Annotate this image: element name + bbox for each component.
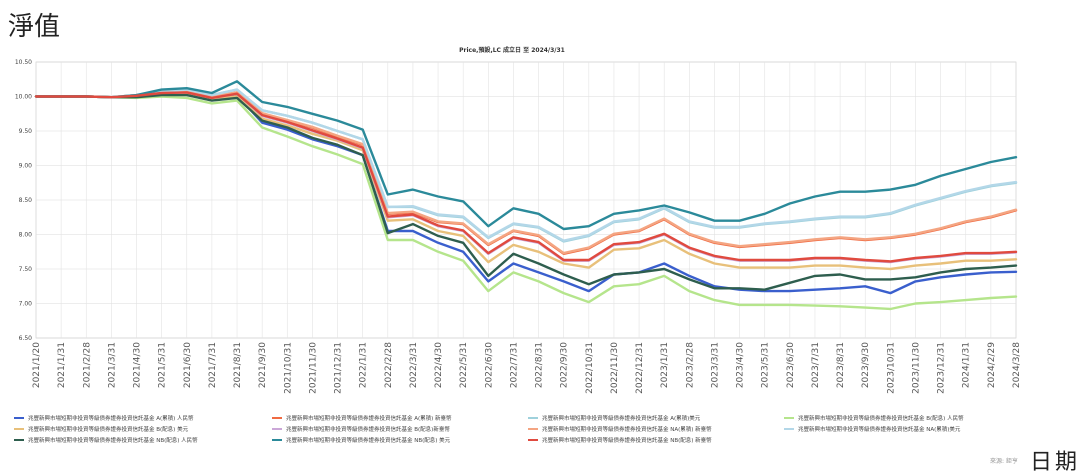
x-tick-label: 2022/11/30 <box>610 342 620 394</box>
x-axis-tick-labels: 2021/1/20 2021/1/31 2021/2/28 2021/3/31 2021… <box>32 342 1022 394</box>
legend-label: 兆豐新興市場短期非投資等級債券證券投資信託基金 A(累積) 人民幣 <box>28 414 194 422</box>
x-tick-label: 2023/5/31 <box>761 342 771 388</box>
x-tick-label: 2024/2/29 <box>987 342 997 388</box>
x-tick-label: 2021/1/31 <box>57 342 67 388</box>
x-tick-label: 2023/10/31 <box>886 342 896 394</box>
x-tick-label: 2021/6/30 <box>183 342 193 388</box>
x-tick-label: 2023/9/30 <box>861 342 871 388</box>
series-line <box>34 91 1018 263</box>
x-tick-label: 2022/9/30 <box>560 342 570 388</box>
series-line <box>34 80 1018 231</box>
series-line <box>34 91 1018 295</box>
legend-item: 兆豐新興市場短期非投資等級債券證券投資信託基金 NB(配息) 美元 <box>272 436 451 444</box>
x-tick-label: 2021/10/31 <box>283 342 293 394</box>
x-tick-label: 2024/1/31 <box>962 342 972 388</box>
x-tick-label: 2024/3/28 <box>1012 342 1022 388</box>
legend-label: 兆豐新興市場短期非投資等級債券證券投資信託基金 A(累積) 新臺幣 <box>286 414 452 422</box>
legend-label: 兆豐新興市場短期非投資等級債券證券投資信託基金 B(配息)新臺幣 <box>286 425 450 433</box>
x-tick-label: 2022/8/31 <box>535 342 545 388</box>
y-tick-label: 7.00 <box>19 301 33 308</box>
legend-item: 兆豐新興市場短期非投資等級債券證券投資信託基金 B(配息) 美元 <box>14 425 189 433</box>
x-tick-label: 2022/5/31 <box>459 342 469 388</box>
x-tick-label: 2022/1/31 <box>359 342 369 388</box>
series-line <box>34 95 1018 311</box>
x-tick-label: 2022/12/31 <box>635 342 645 394</box>
x-tick-label: 2023/11/30 <box>911 342 921 394</box>
x-tick-label: 2022/3/31 <box>409 342 419 388</box>
grid-lines <box>35 61 1017 339</box>
x-tick-label: 2023/7/31 <box>811 342 821 388</box>
y-tick-label: 8.50 <box>19 197 33 204</box>
legend-label: 兆豐新興市場短期非投資等級債券證券投資信託基金 NA(累積)美元 <box>798 425 961 433</box>
y-tick-label: 6.50 <box>19 335 33 342</box>
x-tick-label: 2021/4/30 <box>133 342 143 388</box>
x-tick-label: 2023/8/31 <box>836 342 846 388</box>
legend-label: 兆豐新興市場短期非投資等級債券證券投資信託基金 NB(配息) 新臺幣 <box>542 436 712 444</box>
x-tick-label: 2022/4/30 <box>434 342 444 388</box>
legend-item: 兆豐新興市場短期非投資等級債券證券投資信託基金 NA(累積)美元 <box>784 425 961 433</box>
y-tick-label: 7.50 <box>19 266 33 273</box>
x-tick-label: 2022/7/31 <box>509 342 519 388</box>
legend-label: 兆豐新興市場短期非投資等級債券證券投資信託基金 NA(累積) 新臺幣 <box>542 425 712 433</box>
legend-item: 兆豐新興市場短期非投資等級債券證券投資信託基金 NB(配息) 人民幣 <box>14 436 198 444</box>
x-tick-label: 2021/8/31 <box>233 342 243 388</box>
series-line <box>34 93 1018 291</box>
y-tick-label: 10.00 <box>15 94 32 101</box>
series-line <box>34 88 1018 242</box>
x-tick-label: 2022/2/28 <box>384 342 394 388</box>
y-tick-label: 8.00 <box>19 232 33 239</box>
x-tick-label: 2021/11/30 <box>308 342 318 394</box>
legend-label: 兆豐新興市場短期非投資等級債券證券投資信託基金 B(配息) 美元 <box>28 425 189 433</box>
x-tick-label: 2023/6/30 <box>786 342 796 388</box>
legend-item: 兆豐新興市場短期非投資等級債券證券投資信託基金 A(累積) 新臺幣 <box>272 414 452 422</box>
x-tick-label: 2021/9/30 <box>258 342 268 388</box>
legend-label: 兆豐新興市場短期非投資等級債券證券投資信託基金 NB(配息) 美元 <box>286 436 451 444</box>
x-tick-label: 2023/1/31 <box>660 342 670 388</box>
x-tick-label: 2023/2/28 <box>685 342 695 388</box>
x-tick-label: 2021/1/20 <box>32 342 42 388</box>
legend-item: 兆豐新興市場短期非投資等級債券證券投資信託基金 B(配息)新臺幣 <box>272 425 450 433</box>
legend-label: 兆豐新興市場短期非投資等級債券證券投資信託基金 NB(配息) 人民幣 <box>28 436 198 444</box>
legend: 兆豐新興市場短期非投資等級債券證券投資信託基金 A(累積) 人民幣 兆豐新興市場短… <box>14 414 964 444</box>
y-tick-label: 9.50 <box>19 128 33 135</box>
x-tick-label: 2023/12/31 <box>937 342 947 394</box>
x-tick-label: 2022/6/30 <box>484 342 494 388</box>
x-tick-label: 2021/5/31 <box>158 342 168 388</box>
series-line <box>34 92 1018 271</box>
source-note: 來源: 鉅亨 <box>990 458 1018 465</box>
x-tick-label: 2022/10/31 <box>585 342 595 394</box>
x-tick-label: 2023/4/30 <box>736 342 746 388</box>
legend-item: 兆豐新興市場短期非投資等級債券證券投資信託基金 A(累積) 人民幣 <box>14 414 194 422</box>
x-tick-label: 2023/3/31 <box>710 342 720 388</box>
y-axis-tick-labels: 6.50 7.00 7.50 8.00 8.50 9.00 9.50 10.00 10.50 <box>15 59 32 342</box>
x-tick-label: 2021/7/31 <box>208 342 218 388</box>
x-tick-label: 2021/2/28 <box>82 342 92 388</box>
series-line <box>34 89 1018 256</box>
legend-item: 兆豐新興市場短期非投資等級債券證券投資信託基金 NB(配息) 新臺幣 <box>528 436 712 444</box>
legend-label: 兆豐新興市場短期非投資等級債券證券投資信託基金 B(配息) 人民幣 <box>798 414 964 422</box>
legend-item: 兆豐新興市場短期非投資等級債券證券投資信託基金 NA(累積) 新臺幣 <box>528 425 712 433</box>
legend-label: 兆豐新興市場短期非投資等級債券證券投資信託基金 A(累積)美元 <box>542 414 701 422</box>
x-tick-label: 2021/3/31 <box>107 342 117 388</box>
x-axis-caption: 日期 <box>1030 450 1081 475</box>
series-line <box>34 89 1018 255</box>
y-tick-label: 10.50 <box>15 59 32 66</box>
y-tick-label: 9.00 <box>19 163 33 170</box>
legend-item: 兆豐新興市場短期非投資等級債券證券投資信託基金 A(累積)美元 <box>528 414 701 422</box>
series-lines <box>34 80 1018 311</box>
nav-line-chart: Price,預設,LC 成立日 至 2024/3/31 6.50 7.00 7.50… <box>14 46 1022 444</box>
page-title: 淨值 <box>8 12 61 42</box>
chart-title: Price,預設,LC 成立日 至 2024/3/31 <box>459 46 565 54</box>
legend-item: 兆豐新興市場短期非投資等級債券證券投資信託基金 B(配息) 人民幣 <box>784 414 964 422</box>
x-tick-label: 2021/12/31 <box>334 342 344 394</box>
series-line <box>34 91 1018 264</box>
